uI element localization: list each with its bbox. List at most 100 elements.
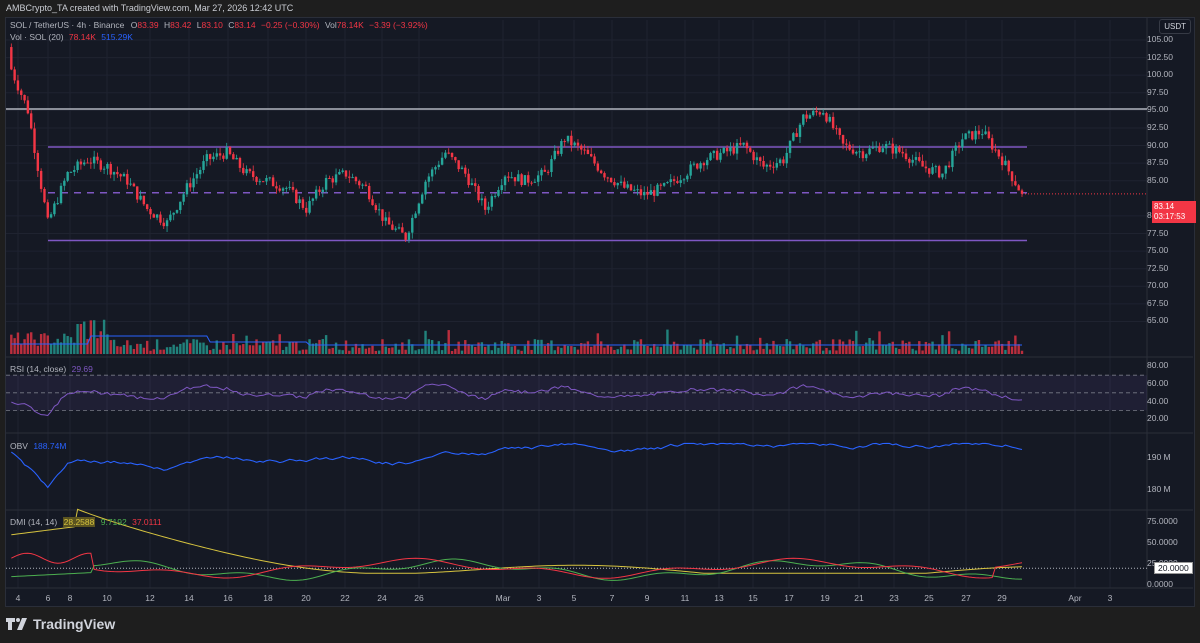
candle bbox=[788, 140, 792, 153]
currency-button[interactable]: USDT bbox=[1159, 19, 1191, 34]
volume-bar bbox=[626, 349, 629, 354]
time-axis-label: Apr bbox=[1068, 593, 1082, 603]
volume-bar bbox=[619, 346, 623, 354]
volume-bar bbox=[66, 336, 69, 354]
candle bbox=[427, 176, 431, 182]
volume-bar bbox=[20, 344, 23, 354]
candle bbox=[874, 146, 878, 148]
price-axis-label: 70.00 bbox=[1147, 280, 1169, 291]
candle bbox=[238, 157, 242, 168]
candle bbox=[493, 195, 497, 197]
volume-bar bbox=[397, 349, 401, 354]
candle bbox=[503, 176, 507, 186]
volume-bar bbox=[92, 320, 96, 354]
volume-bar bbox=[139, 343, 142, 354]
candle bbox=[609, 177, 613, 183]
volume-bar bbox=[732, 348, 735, 354]
candle bbox=[295, 189, 298, 203]
vol-change: −3.39 (−3.92%) bbox=[369, 20, 428, 30]
tradingview-logo[interactable]: TradingView bbox=[6, 616, 115, 632]
rsi-legend[interactable]: RSI (14, close) 29.69 bbox=[10, 364, 93, 374]
volume-bar bbox=[964, 345, 967, 354]
volume-bar bbox=[444, 343, 447, 354]
candle bbox=[192, 178, 195, 188]
volume-bar bbox=[752, 350, 755, 354]
volume-bar bbox=[725, 349, 729, 354]
candle bbox=[162, 222, 165, 227]
volume-bar bbox=[782, 346, 785, 354]
volume-bar bbox=[189, 343, 192, 354]
candle bbox=[165, 220, 169, 227]
candle bbox=[89, 162, 93, 164]
volume-bar bbox=[570, 346, 573, 354]
candle bbox=[619, 181, 623, 183]
candle bbox=[785, 152, 788, 164]
volume-bar bbox=[351, 347, 354, 354]
volume-bar bbox=[59, 342, 63, 354]
candle bbox=[851, 149, 855, 154]
candle bbox=[891, 143, 894, 154]
candle bbox=[321, 189, 325, 192]
volume-bar bbox=[278, 334, 281, 354]
obv-legend[interactable]: OBV 188.74M bbox=[10, 441, 67, 451]
candle bbox=[679, 180, 682, 183]
candle bbox=[305, 207, 308, 213]
volume-bar bbox=[361, 344, 364, 354]
volume-bar bbox=[931, 341, 934, 354]
candle bbox=[553, 150, 556, 160]
volume-bar bbox=[192, 339, 195, 354]
candle bbox=[43, 188, 46, 203]
dmi-legend[interactable]: DMI (14, 14) 28.2588 9.7192 37.0111 bbox=[10, 517, 162, 527]
symbol-title[interactable]: SOL / TetherUS · 4h · Binance bbox=[10, 20, 125, 30]
volume-bar bbox=[391, 347, 394, 354]
volume-legend[interactable]: Vol · SOL (20) 78.14K 515.29K bbox=[10, 32, 133, 42]
candle bbox=[682, 179, 686, 181]
candle bbox=[765, 164, 769, 167]
volume-bar bbox=[1004, 349, 1007, 354]
volume-bar bbox=[788, 341, 792, 354]
candle bbox=[252, 171, 255, 177]
rsi-line bbox=[11, 383, 1023, 417]
chart-frame[interactable] bbox=[5, 17, 1195, 607]
volume-bar bbox=[563, 345, 566, 354]
volume-bar bbox=[739, 344, 742, 354]
volume-bar bbox=[888, 343, 891, 354]
candle bbox=[616, 182, 619, 186]
volume-bar bbox=[580, 343, 583, 354]
candle bbox=[228, 147, 232, 155]
time-axis-label: 5 bbox=[571, 593, 577, 603]
time-axis-label: 3 bbox=[536, 593, 542, 603]
candle bbox=[643, 191, 646, 196]
volume-bar bbox=[590, 346, 593, 354]
candle bbox=[696, 163, 699, 169]
volume-bar bbox=[961, 343, 964, 354]
candle bbox=[921, 160, 924, 167]
time-axis-label: 11 bbox=[680, 593, 690, 603]
candle bbox=[248, 169, 252, 172]
volume-bar bbox=[669, 344, 672, 354]
candle bbox=[831, 116, 835, 129]
volume-bar bbox=[255, 339, 258, 354]
volume-bar bbox=[878, 331, 881, 354]
candle bbox=[338, 171, 341, 175]
volume-bar bbox=[865, 342, 868, 354]
open-value: 83.39 bbox=[137, 20, 159, 30]
candle bbox=[838, 128, 841, 136]
candle bbox=[69, 171, 73, 173]
candle bbox=[517, 174, 520, 182]
volume-bar bbox=[215, 340, 218, 354]
volume-bar bbox=[268, 341, 271, 354]
candle bbox=[563, 141, 566, 143]
candle bbox=[576, 142, 580, 146]
volume-bar bbox=[248, 345, 252, 354]
volume-bar bbox=[394, 343, 397, 354]
candle bbox=[53, 203, 56, 215]
volume-bar bbox=[775, 345, 778, 354]
candle bbox=[281, 188, 285, 191]
volume-bar bbox=[401, 342, 404, 354]
dmi-axis-label: 50.0000 bbox=[1147, 537, 1178, 548]
volume-bar bbox=[662, 344, 666, 354]
candle bbox=[603, 173, 606, 178]
rsi-axis-label: 60.00 bbox=[1147, 378, 1169, 388]
